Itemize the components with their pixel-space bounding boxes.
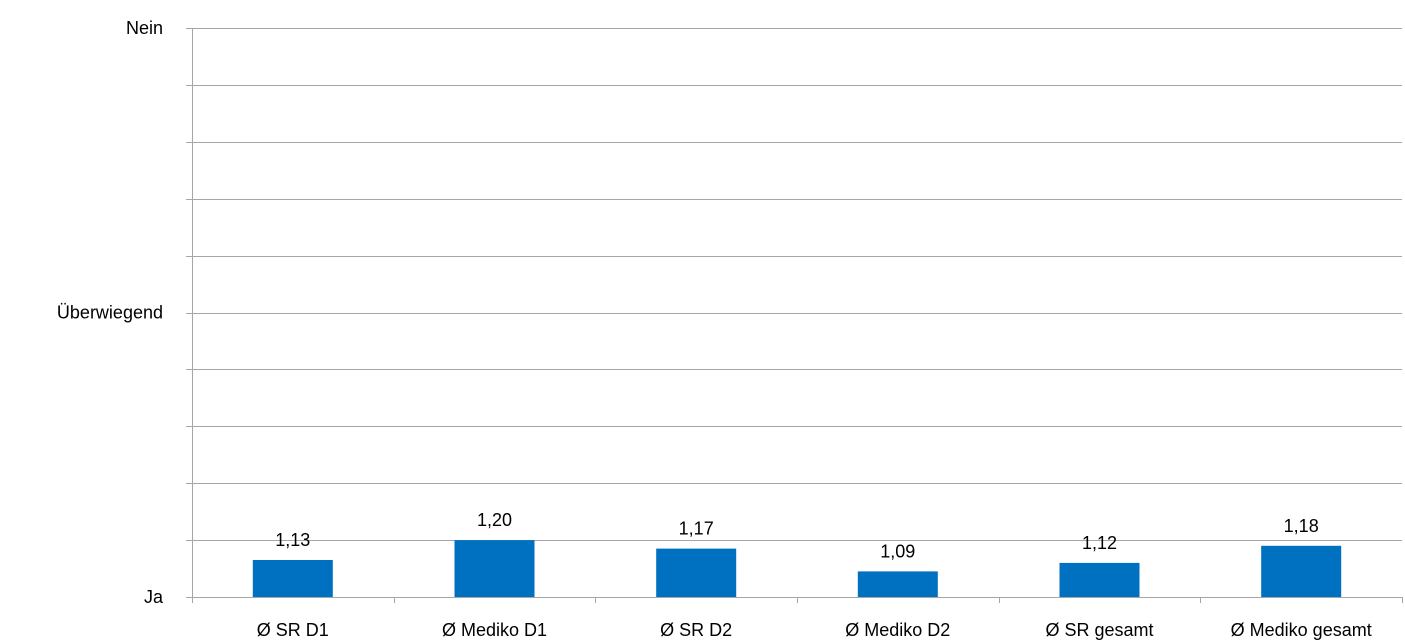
bar xyxy=(454,540,535,597)
x-tick-labels: Ø SR D1 Ø Mediko D1 Ø SR D2 Ø Mediko D2 Ø SR… xyxy=(257,620,1372,640)
x-tick-label: Ø SR D1 xyxy=(257,620,329,640)
x-tick-label: Ø Mediko D1 xyxy=(442,620,547,640)
gridlines xyxy=(192,28,1402,541)
data-label: 1,09 xyxy=(880,541,915,561)
bar xyxy=(857,571,938,597)
data-labels: 1,13 1,20 1,17 1,09 1,12 1,18 xyxy=(275,510,1318,561)
y-tick-labels: Ja Überwiegend Nein xyxy=(57,18,164,607)
bars xyxy=(252,540,1342,597)
bar xyxy=(1261,545,1342,597)
x-tick-label: Ø Mediko gesamt xyxy=(1231,620,1372,640)
data-label: 1,18 xyxy=(1284,516,1319,536)
y-tick-label: Überwiegend xyxy=(57,303,163,323)
data-label: 1,17 xyxy=(679,519,714,539)
y-tick-label: Ja xyxy=(144,587,164,607)
y-axis xyxy=(186,28,193,598)
data-label: 1,12 xyxy=(1082,533,1117,553)
x-tick-label: Ø SR D2 xyxy=(660,620,732,640)
bar xyxy=(656,548,737,597)
y-tick-label: Nein xyxy=(126,18,163,38)
x-tick-label: Ø SR gesamt xyxy=(1045,620,1153,640)
data-label: 1,20 xyxy=(477,510,512,530)
bar xyxy=(252,560,333,597)
x-tick-label: Ø Mediko D2 xyxy=(845,620,950,640)
bar xyxy=(1059,562,1140,597)
data-label: 1,13 xyxy=(275,530,310,550)
x-axis xyxy=(186,597,1403,603)
